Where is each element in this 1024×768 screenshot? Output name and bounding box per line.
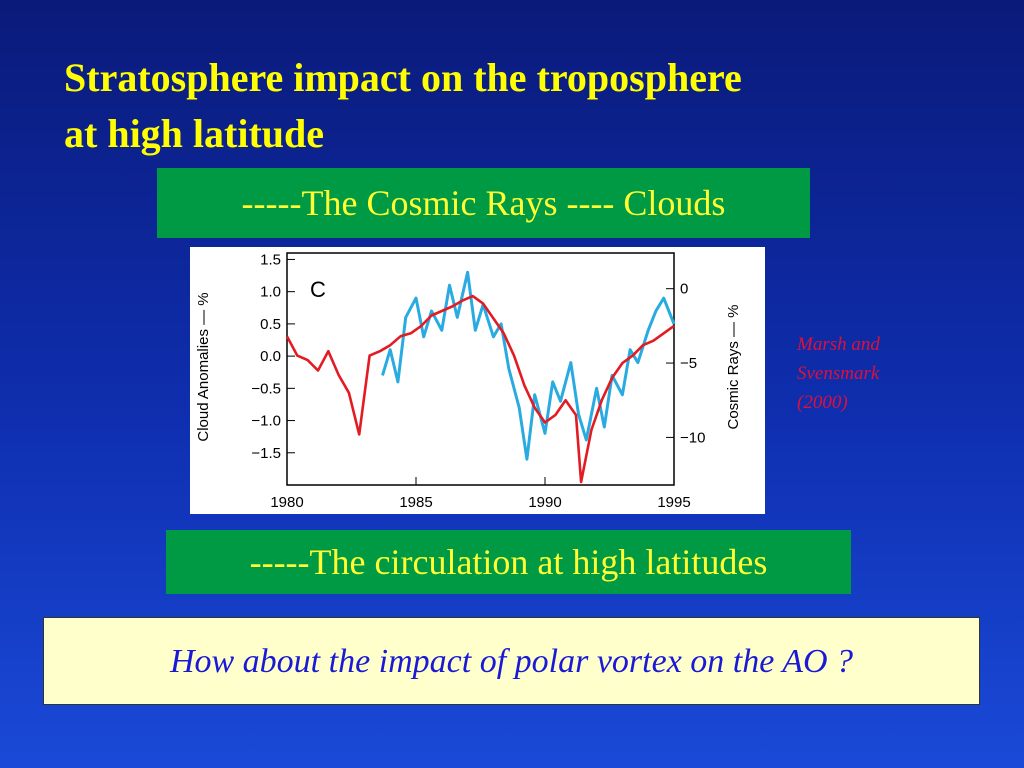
citation: Marsh and Svensmark (2000) bbox=[797, 330, 937, 417]
title-line-1: Stratosphere impact on the troposphere bbox=[64, 55, 742, 100]
citation-line-2: Svensmark bbox=[797, 363, 880, 384]
chart-svg: 1980 1985 1990 1995 1.5 1.0 0.5 0.0 −0.5 −1.0 −1.… bbox=[195, 251, 742, 511]
left-tick-label: 1.5 bbox=[260, 251, 281, 268]
x-tick-label: 1980 bbox=[270, 494, 303, 511]
right-tick-label: −10 bbox=[680, 429, 705, 446]
x-axis: 1980 1985 1990 1995 bbox=[270, 477, 691, 511]
left-tick-label: 0.5 bbox=[260, 316, 281, 333]
panel-label: C bbox=[310, 277, 326, 302]
plot-frame bbox=[286, 252, 675, 486]
right-tick-label: 0 bbox=[680, 281, 688, 298]
cloud-cosmic-ray-chart: 1980 1985 1990 1995 1.5 1.0 0.5 0.0 −0.5 −1.0 −1.… bbox=[190, 247, 765, 514]
left-tick-label: −0.5 bbox=[251, 380, 281, 397]
citation-line-3: (2000) bbox=[797, 392, 848, 413]
left-axis-label: Cloud Anomalies — % bbox=[195, 292, 212, 441]
right-y-axis: 0 −5 −10 bbox=[666, 281, 705, 446]
citation-line-1: Marsh and bbox=[797, 334, 880, 355]
cosmic-rays-clouds-box: -----The Cosmic Rays ---- Clouds bbox=[157, 168, 810, 238]
title-line-2: at high latitude bbox=[64, 111, 325, 156]
right-tick-label: −5 bbox=[680, 355, 697, 372]
cosmic-ray-series bbox=[285, 294, 675, 484]
left-tick-label: 0.0 bbox=[260, 348, 281, 365]
left-tick-label: −1.0 bbox=[251, 413, 281, 430]
x-tick-label: 1985 bbox=[399, 494, 432, 511]
series-group bbox=[285, 270, 676, 484]
left-tick-label: 1.0 bbox=[260, 284, 281, 301]
right-axis-label: Cosmic Rays — % bbox=[725, 304, 742, 429]
circulation-box: -----The circulation at high latitudes bbox=[166, 530, 851, 594]
cloud-anomaly-series bbox=[381, 270, 676, 461]
x-tick-label: 1990 bbox=[528, 494, 561, 511]
left-y-axis: 1.5 1.0 0.5 0.0 −0.5 −1.0 −1.5 bbox=[251, 251, 295, 462]
x-tick-label: 1995 bbox=[657, 494, 690, 511]
question-box: How about the impact of polar vortex on … bbox=[43, 617, 980, 705]
slide-title: Stratosphere impact on the troposphere a… bbox=[64, 50, 984, 162]
left-tick-label: −1.5 bbox=[251, 445, 281, 462]
